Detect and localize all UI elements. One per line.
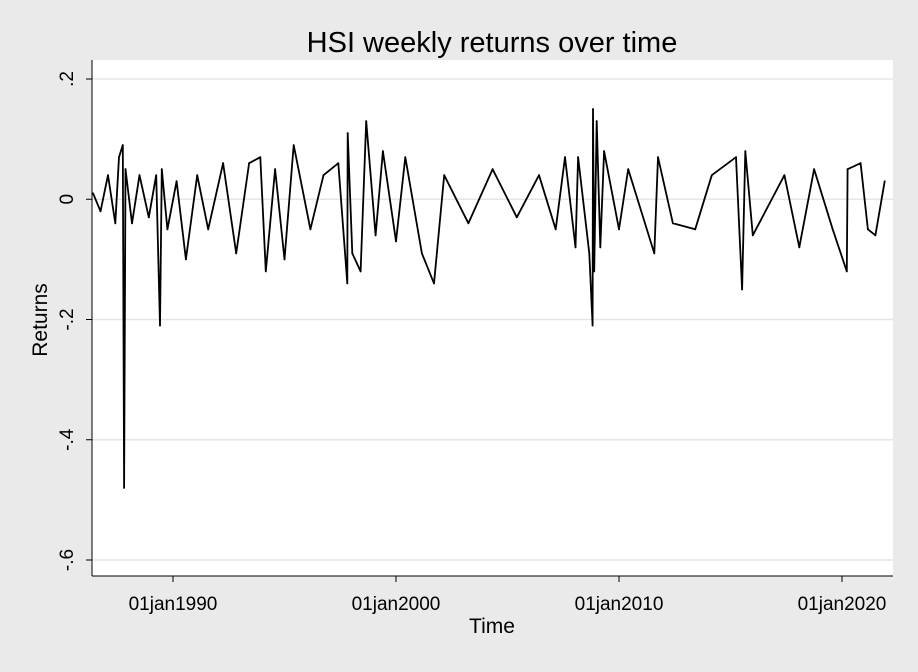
data-point-0-15 <box>175 180 178 183</box>
data-point-0-21 <box>248 162 251 165</box>
data-point-0-44 <box>515 216 518 219</box>
data-point-0-50 <box>588 252 591 255</box>
data-point-0-32 <box>351 252 354 255</box>
data-point-0-9 <box>138 174 141 177</box>
data-point-0-34 <box>365 120 368 122</box>
plot-area <box>92 60 893 576</box>
grid-layer <box>92 78 893 561</box>
data-point-0-46 <box>554 228 557 231</box>
data-point-0-60 <box>657 156 659 159</box>
data-point-0-27 <box>309 228 312 231</box>
data-point-0-31 <box>346 132 349 135</box>
x-tick-label-0: 01jan1990 <box>129 594 218 615</box>
data-point-0-48 <box>574 246 577 249</box>
data-point-0-67 <box>751 234 754 237</box>
data-point-0-2 <box>107 174 109 177</box>
data-point-0-62 <box>694 228 697 231</box>
data-point-0-28 <box>322 174 325 177</box>
data-point-0-30 <box>346 282 349 285</box>
data-point-0-74 <box>859 162 862 165</box>
data-point-0-40 <box>433 282 435 285</box>
data-point-0-11 <box>155 174 158 177</box>
y-tick-label-2: -.2 <box>57 308 78 330</box>
data-point-0-63 <box>710 174 713 177</box>
data-point-0-69 <box>798 246 801 249</box>
data-point-0-41 <box>443 174 446 177</box>
data-point-0-42 <box>467 222 470 225</box>
chart-title: HSI weekly returns over time <box>307 27 678 59</box>
data-point-0-55 <box>599 246 602 249</box>
y-axis-label: Returns <box>29 283 52 357</box>
data-point-0-66 <box>744 150 747 153</box>
y-tick-label-3: 0 <box>57 194 78 205</box>
data-point-0-19 <box>222 162 225 165</box>
data-point-0-20 <box>235 252 238 255</box>
x-axis-label: Time <box>469 615 515 638</box>
data-point-0-22 <box>259 156 262 159</box>
y-tick-label-1: -.4 <box>57 428 78 451</box>
data-point-0-61 <box>671 222 674 225</box>
data-point-0-59 <box>653 252 656 255</box>
data-point-0-10 <box>147 216 150 219</box>
data-point-0-58 <box>627 168 630 171</box>
x-tick-label-2: 01jan2010 <box>575 594 664 615</box>
data-point-0-65 <box>741 288 744 291</box>
data-point-0-76 <box>874 234 877 237</box>
data-point-0-33 <box>359 270 362 273</box>
data-point-0-77 <box>883 180 886 183</box>
series-line-0 <box>92 108 886 489</box>
data-point-0-16 <box>185 258 187 261</box>
data-point-0-57 <box>618 228 620 231</box>
data-point-0-18 <box>207 228 210 231</box>
data-point-0-8 <box>131 222 133 225</box>
data-point-0-1 <box>99 210 102 213</box>
data-point-0-53 <box>593 270 596 273</box>
data-point-0-3 <box>114 222 117 225</box>
x-tick-label-1: 01jan2000 <box>352 594 441 615</box>
data-point-0-43 <box>491 168 494 171</box>
data-point-0-73 <box>846 168 849 171</box>
x-tick-label-3: 01jan2020 <box>798 594 887 615</box>
data-point-0-35 <box>374 234 377 237</box>
data-point-0-7 <box>124 168 127 171</box>
data-point-0-70 <box>813 168 815 171</box>
data-point-0-36 <box>382 150 384 153</box>
data-point-0-38 <box>404 156 407 159</box>
data-point-0-49 <box>577 156 579 159</box>
data-point-0-26 <box>292 144 295 147</box>
data-point-0-0 <box>92 192 94 195</box>
y-tick-label-4: .2 <box>57 71 78 87</box>
data-point-0-6 <box>123 486 125 489</box>
data-point-0-29 <box>337 162 340 165</box>
data-point-0-23 <box>264 270 267 273</box>
data-point-0-64 <box>735 156 737 159</box>
data-point-0-72 <box>845 270 848 273</box>
data-point-0-4 <box>118 156 120 159</box>
data-point-0-12 <box>159 324 161 327</box>
data-point-0-37 <box>395 240 397 243</box>
data-point-0-68 <box>783 174 786 177</box>
data-point-0-52 <box>592 108 594 110</box>
data-point-0-47 <box>564 156 566 159</box>
data-point-0-25 <box>283 258 286 261</box>
data-point-0-56 <box>603 150 605 153</box>
series-layer <box>92 108 886 489</box>
data-point-0-75 <box>867 228 869 231</box>
data-point-0-51 <box>591 324 594 327</box>
data-point-0-14 <box>166 228 169 231</box>
data-point-0-5 <box>121 144 124 147</box>
y-tick-layer: -.6 -.4 -.2 0 .2 <box>57 71 92 571</box>
data-point-0-45 <box>538 174 540 177</box>
data-point-0-39 <box>421 252 423 255</box>
data-point-0-54 <box>595 120 598 122</box>
x-tick-layer: 01jan1990 01jan2000 01jan2010 01jan2020 <box>129 576 887 615</box>
data-point-0-24 <box>274 168 277 171</box>
data-point-0-17 <box>196 174 199 177</box>
y-tick-label-0: -.6 <box>57 549 78 571</box>
data-point-0-13 <box>160 168 163 171</box>
data-point-0-71 <box>831 228 834 231</box>
